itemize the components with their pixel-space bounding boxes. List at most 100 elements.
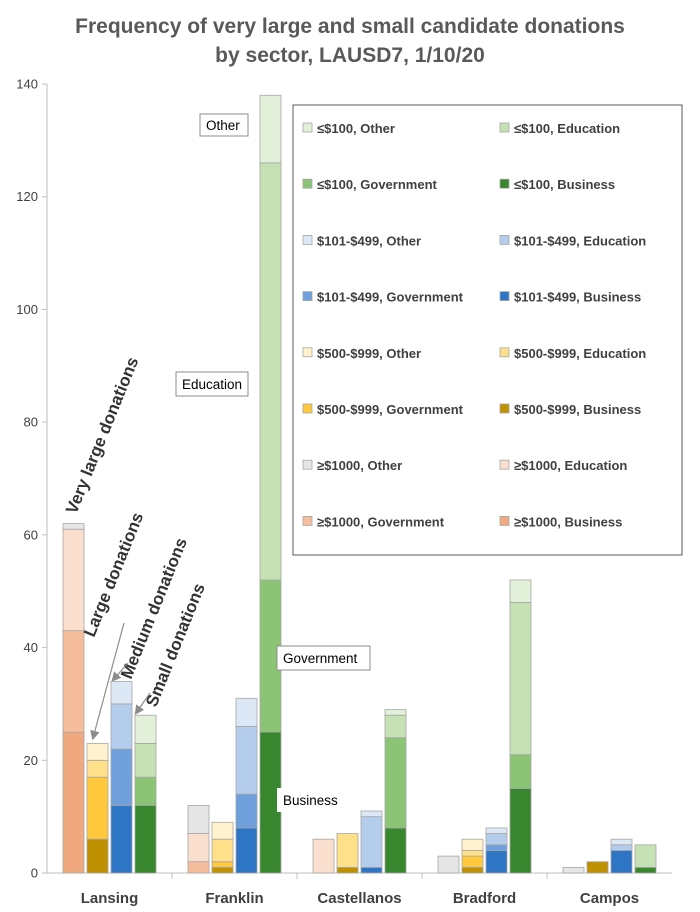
bar-bradford-101-499-government [485,844,508,851]
bar-lansing-101-499-other [110,680,133,705]
annotation-label-government: Government [283,651,358,666]
bar-bradford-500-999-business [461,866,484,874]
legend-label-ge1000-education: ≥$1000, Education [514,458,627,473]
bar-franklin-ge1000-other [187,804,210,834]
x-tick-label: Bradford [453,890,516,907]
bars [62,94,657,874]
bar-bradford-le100-other [509,579,532,603]
legend-swatch-le100-government [302,178,313,189]
annotation-arrow [134,692,151,715]
bar-castellanos-101-499-business [360,866,383,874]
bar-castellanos-le100-other [384,709,407,716]
bar-franklin-le100-education [259,162,282,581]
legend-label-101-499-government: $101-$499, Government [317,290,464,305]
bar-bradford-le100-business [509,788,532,874]
bar-lansing-ge1000-other [62,523,85,530]
legend-swatch-le100-business [499,178,510,189]
legend-label-101-499-other: $101-$499, Other [317,233,421,248]
bar-lansing-500-999-government [86,776,109,840]
bar-lansing-le100-education [134,742,157,778]
bar-lansing-le100-government [134,776,157,806]
legend-label-le100-government: ≤$100, Government [317,177,438,192]
bar-bradford-ge1000-other [437,855,460,874]
bar-bradford-101-499-education [485,833,508,846]
bar-castellanos-le100-government [384,737,407,829]
legend-swatch-101-499-business [499,291,510,302]
bar-campos-101-499-education [610,844,633,851]
legend-swatch-500-999-government [302,403,313,414]
bar-bradford-500-999-government [461,855,484,868]
bar-lansing-500-999-business [86,838,109,874]
bar-campos-ge1000-other [562,866,585,874]
bar-campos-500-999-business [586,861,609,874]
bar-franklin-101-499-government [235,793,258,829]
legend-swatch-101-499-other [302,234,313,245]
bar-bradford-500-999-education [461,850,484,857]
bar-franklin-500-999-education [211,838,234,863]
bar-castellanos-500-999-business [336,866,359,874]
bar-lansing-le100-business [134,804,157,874]
legend-label-101-499-education: $101-$499, Education [514,233,646,248]
bar-franklin-500-999-government [211,861,234,868]
bar-franklin-le100-other [259,94,282,164]
y-tick-label: 120 [16,189,38,204]
axes: 0 20 40 60 80 100 120 140 Lansing Franklin Castell… [16,77,672,907]
annotation-label-education-box [175,371,249,397]
legend-label-500-999-business: $500-$999, Business [514,402,641,417]
legend-label-500-999-other: $500-$999, Other [317,346,421,361]
bar-campos-le100-business [634,866,657,874]
y-tick-label: 140 [16,77,38,92]
legend-label-ge1000-other: ≥$1000, Other [317,458,402,473]
bar-campos-101-499-other [610,838,633,846]
x-tick-label: Castellanos [317,890,401,907]
bar-bradford-101-499-business [485,850,508,874]
x-tick-label: Lansing [81,890,139,907]
bar-bradford-le100-education [509,602,532,756]
bar-castellanos-101-499-education [360,816,383,868]
bar-campos-101-499-business [610,850,633,874]
bar-bradford-101-499-other [485,827,508,834]
annotation-label-government-box [276,645,371,671]
bar-lansing-500-999-education [86,759,109,778]
legend-label-le100-business: ≤$100, Business [514,177,615,192]
bar-lansing-101-499-business [110,804,133,874]
chart-title-line2: by sector, LAUSD7, 1/10/20 [215,44,485,67]
bar-franklin-101-499-other [235,697,258,727]
legend-swatch-le100-other [302,122,313,133]
legend-label-ge1000-government: ≥$1000, Government [317,514,445,529]
legend-label-500-999-government: $500-$999, Government [317,402,464,417]
bar-castellanos-500-999-education [336,833,359,868]
chart-title-line1: Frequency of very large and small candid… [75,15,625,38]
bar-lansing-101-499-government [110,748,133,806]
annotation-label-business: Business [283,793,338,808]
bar-castellanos-ge1000-education [312,838,335,874]
legend-swatch-500-999-other [302,347,313,358]
bar-castellanos-le100-business [384,827,407,874]
bar-franklin-101-499-education [235,726,258,795]
legend-swatch-ge1000-other [302,459,313,470]
legend-label-ge1000-business: ≥$1000, Business [514,514,622,529]
legend-label-le100-education: ≤$100, Education [514,121,620,136]
y-tick-label: 20 [24,753,38,768]
legend-label-101-499-business: $101-$499, Business [514,290,641,305]
bar-lansing-ge1000-government [62,630,85,733]
bar-bradford-le100-government [509,754,532,789]
y-tick-label: 60 [24,527,38,542]
y-tick-label: 100 [16,302,38,317]
legend-swatch-500-999-education [499,347,510,358]
bar-bradford-500-999-other [461,838,484,851]
annotation-label-education: Education [182,377,242,392]
legend-box [292,104,683,556]
bar-franklin-ge1000-education [187,833,210,863]
legend-label-500-999-education: $500-$999, Education [514,346,646,361]
annotation-arrow [90,622,125,741]
bar-lansing-ge1000-business [62,731,85,874]
legend-swatch-101-499-education [499,234,510,245]
annotation-arrow [111,662,129,682]
bar-castellanos-101-499-other [360,810,383,818]
bar-franklin-500-999-other [211,821,234,840]
legend-swatch-ge1000-education [499,459,510,470]
annotation-label-business-box [277,788,344,812]
bar-lansing-ge1000-education [62,528,85,632]
